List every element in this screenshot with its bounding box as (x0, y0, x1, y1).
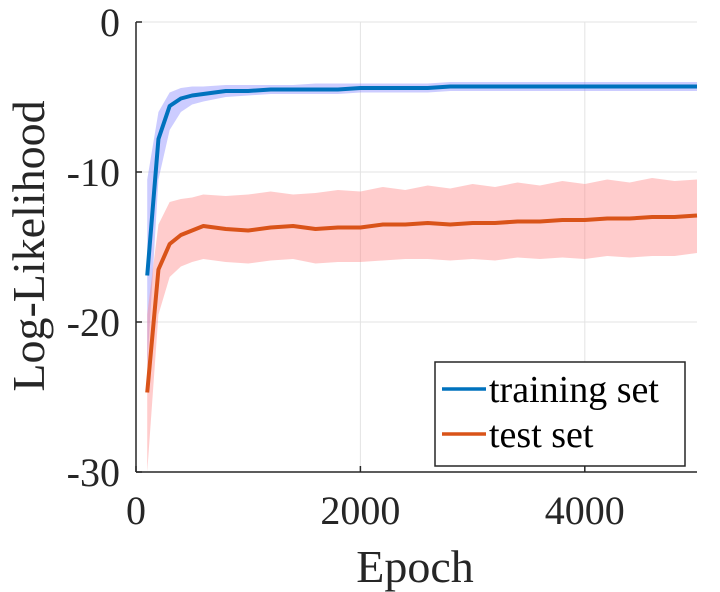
y-tick-label--30: -30 (67, 450, 120, 495)
confidence-bands (147, 82, 698, 472)
series-lines (145, 84, 698, 393)
y-axis-title: Log-Likelihood (3, 100, 54, 391)
x-axis-title: Epoch (356, 541, 474, 592)
axes (135, 21, 697, 473)
x-tick-label-0: 0 (126, 488, 146, 533)
series-line-test-set (145, 213, 698, 393)
x-tick-label-4000: 4000 (545, 488, 625, 533)
legend-box (434, 361, 686, 467)
legend-label-test-set: test set (489, 414, 594, 456)
y-tick-label--10: -10 (67, 150, 120, 195)
y-tick-label--20: -20 (67, 300, 120, 345)
y-tick-label-0: 0 (100, 0, 120, 45)
x-tick-label-2000: 2000 (320, 488, 400, 533)
series-line-training-set (145, 84, 697, 276)
band-test-set (147, 178, 698, 472)
legend: training set test set (434, 361, 686, 467)
legend-label-training-set: training set (489, 369, 659, 411)
tick-labels: 0 2000 4000 0 -10 -20 -30 (67, 0, 625, 533)
